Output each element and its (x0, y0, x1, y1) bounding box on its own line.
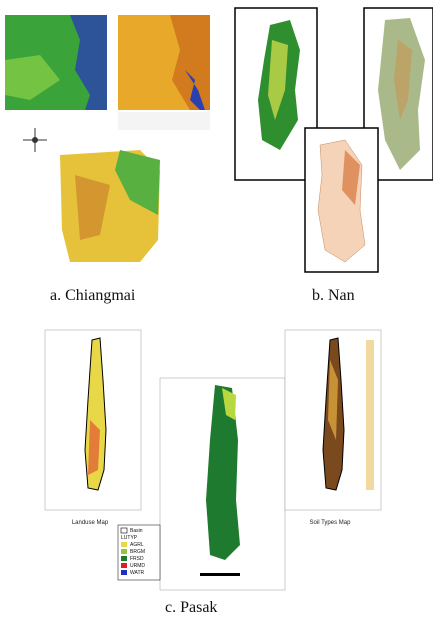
panel-b: b. Nan (235, 8, 433, 304)
legend-label: URMD (130, 563, 145, 569)
legend-swatch (121, 570, 127, 575)
panel-a: a. Chiangmai (5, 15, 210, 304)
legend-label: LUTYP (121, 535, 138, 541)
legend-label: WATR (130, 570, 145, 576)
legend-strip (366, 340, 374, 490)
caption: a. Chiangmai (50, 287, 136, 304)
legend-swatch (121, 563, 127, 568)
scale-bar (200, 573, 240, 576)
compass (23, 128, 47, 152)
legend-label: Basin (130, 528, 143, 534)
caption: c. Pasak (165, 599, 217, 616)
legend-swatch (121, 542, 127, 547)
panel-c: Landuse Map Basin LUTYP AGRL BRGM FRSD U… (45, 330, 381, 616)
map-title: Landuse Map (72, 520, 109, 526)
legend: Basin LUTYP AGRL BRGM FRSD URMD WATR (118, 525, 160, 580)
page: {"panels": [ {"caption": "a. Chiangmai"}… (0, 0, 433, 625)
legend-box (118, 112, 210, 130)
legend-label: FRSD (130, 556, 144, 562)
legend-swatch (121, 528, 127, 533)
legend-swatch (121, 549, 127, 554)
figure: a. Chiangmai b. Nan Landuse Map Basin LU… (0, 0, 433, 625)
caption: b. Nan (312, 287, 355, 304)
legend-swatch (121, 556, 127, 561)
legend-label: BRGM (130, 549, 145, 555)
map-title: Soil Types Map (310, 520, 352, 526)
legend-label: AGRL (130, 542, 144, 548)
